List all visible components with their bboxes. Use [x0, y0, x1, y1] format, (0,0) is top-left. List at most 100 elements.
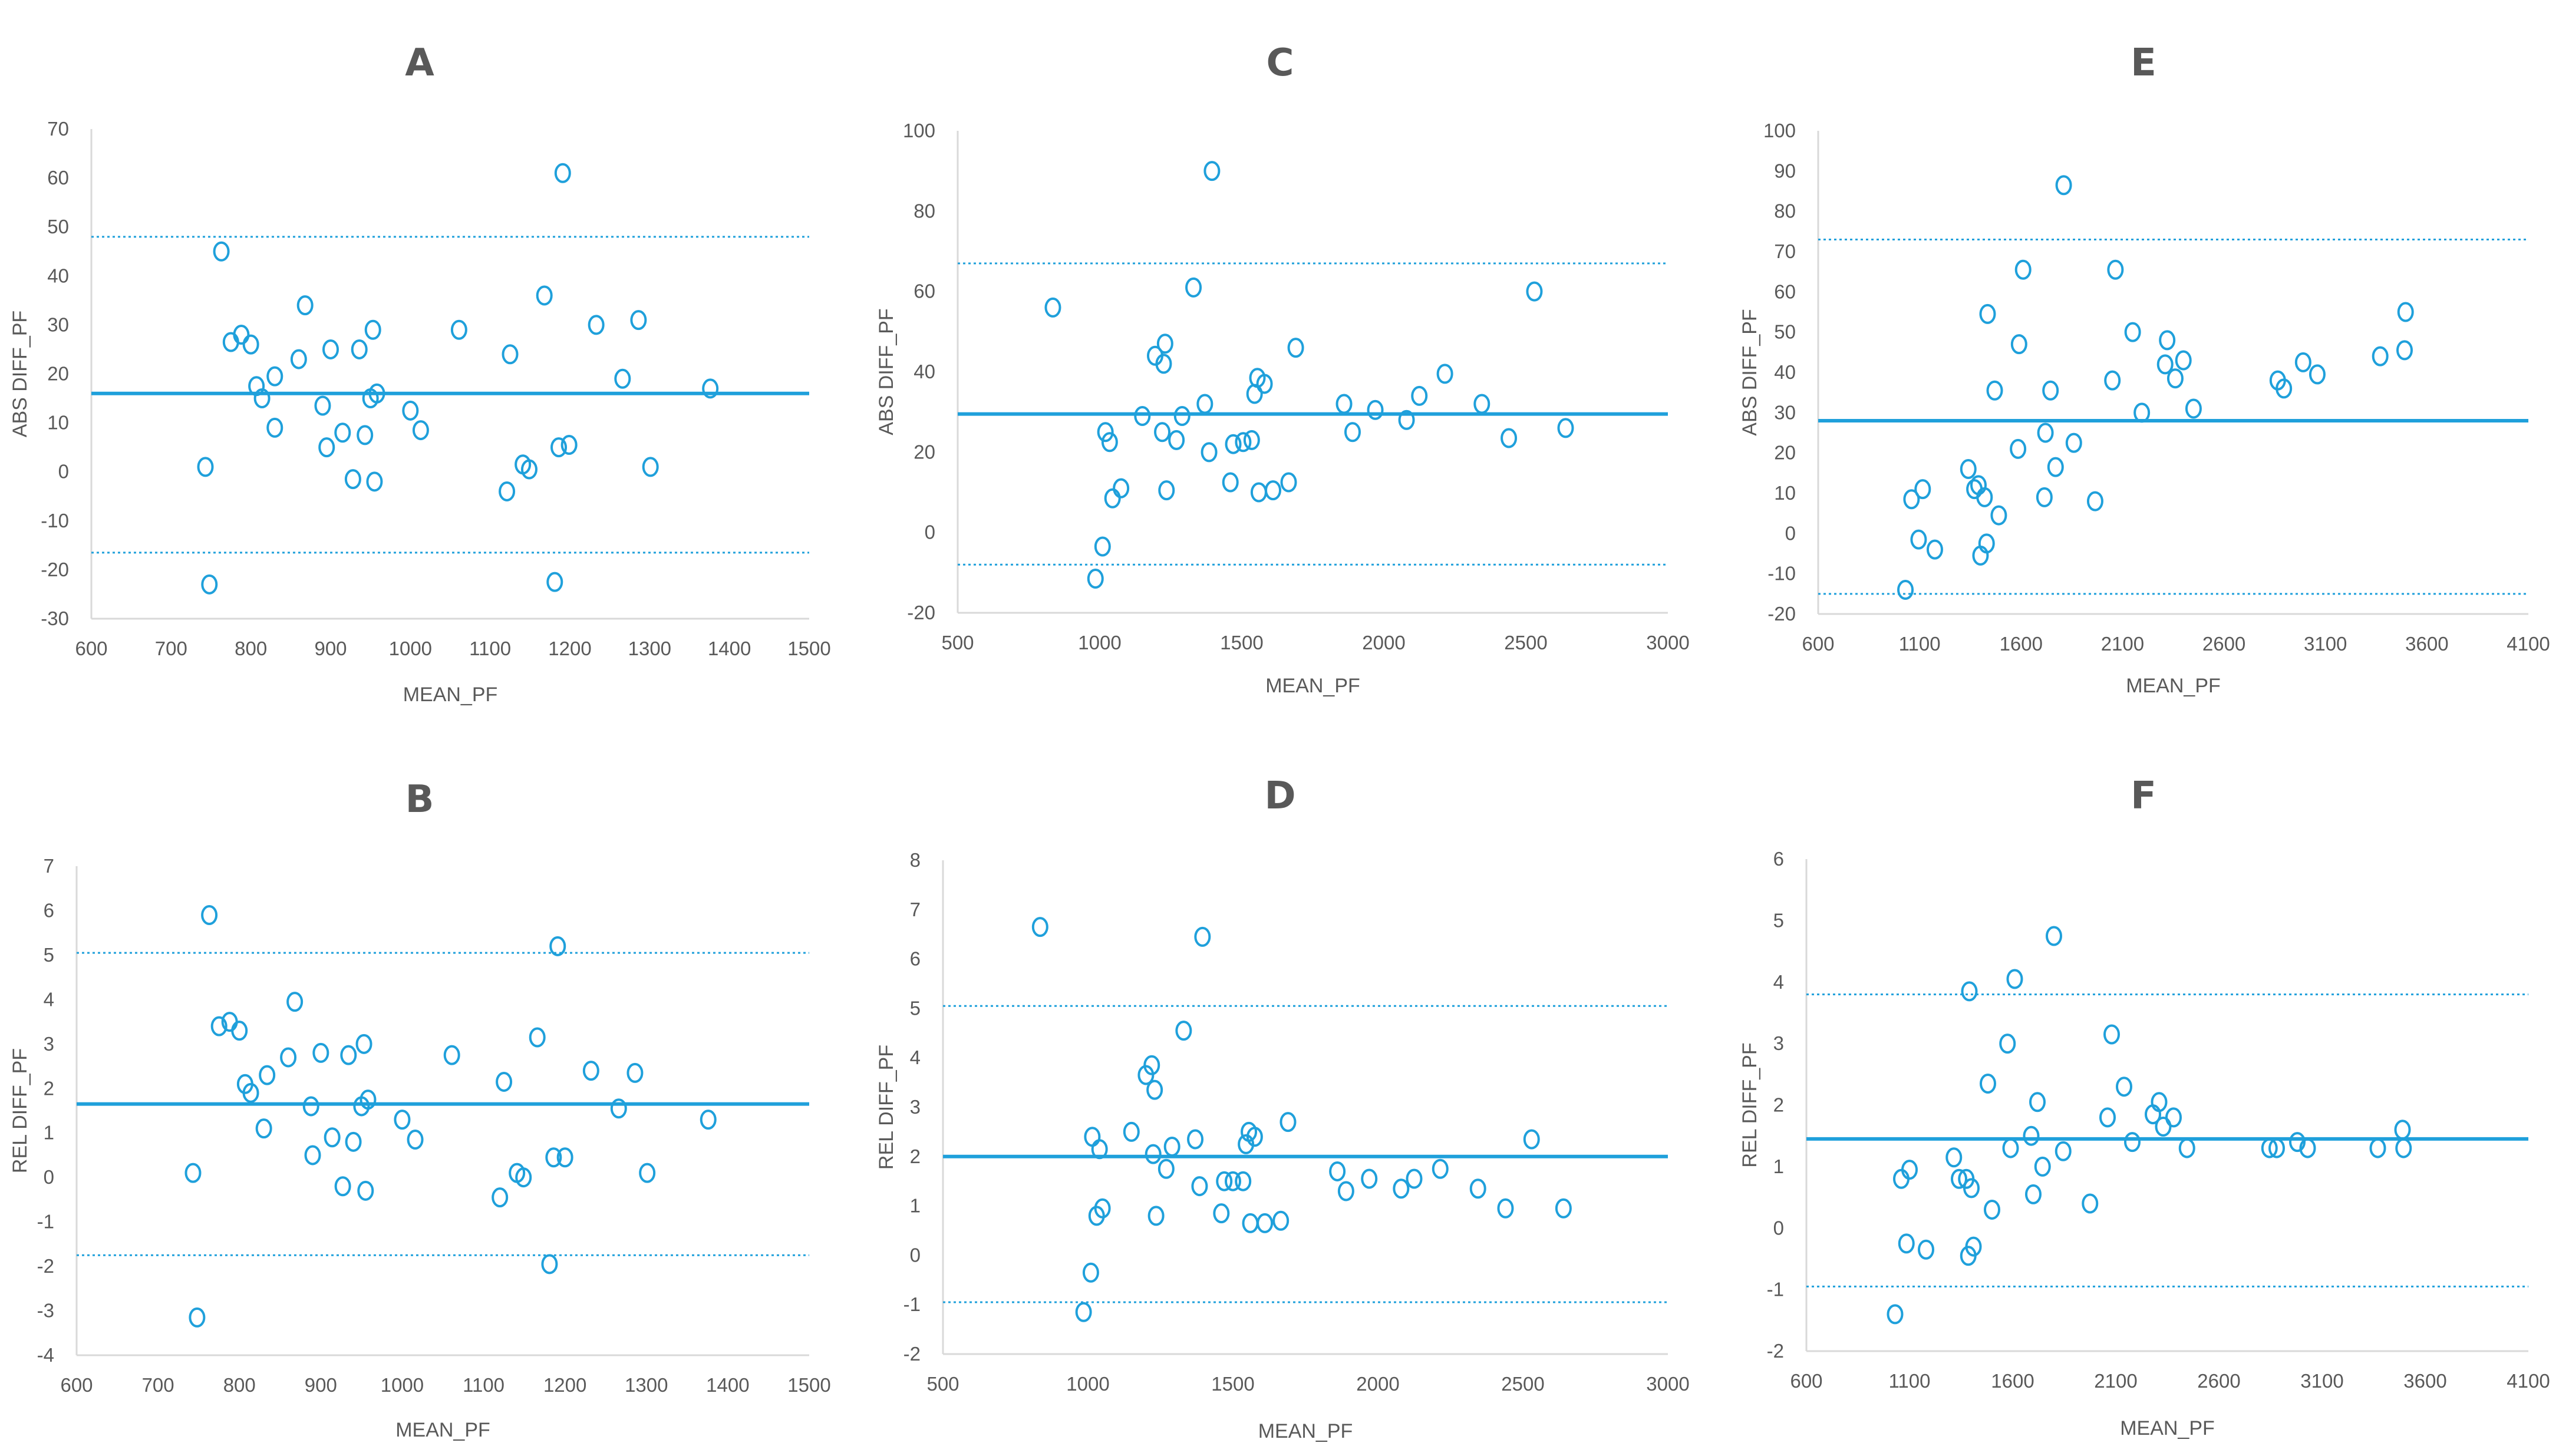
y-tick-label: 6: [44, 899, 54, 921]
y-tick-label: 6: [910, 948, 921, 970]
data-point: [1344, 422, 1361, 443]
data-point: [1134, 405, 1151, 426]
data-point: [502, 344, 519, 365]
y-tick-label: 90: [1774, 160, 1796, 181]
y-tick-label: 3: [44, 1033, 54, 1055]
y-tick-label: 70: [1774, 240, 1796, 262]
y-tick-label: 4: [44, 988, 54, 1010]
data-point: [1280, 1112, 1297, 1133]
y-tick-label: 0: [1785, 522, 1796, 544]
data-point: [1897, 580, 1914, 600]
x-tick-label: 600: [1790, 1370, 1822, 1392]
y-axis-label: REL DIFF_PF: [9, 1048, 31, 1173]
data-point: [322, 339, 339, 359]
data-point: [2104, 370, 2121, 391]
data-point: [1272, 1210, 1290, 1231]
y-tick-label: 5: [44, 944, 54, 966]
y-tick-label: 0: [44, 1166, 54, 1188]
data-point: [345, 1131, 362, 1152]
y-tick-label: 100: [903, 120, 935, 141]
panel-f: F -2 -1 0 1 2 3 4 5 6 600 1100 1600 2100 2600 3100 3600 4…: [1739, 774, 2550, 1440]
data-point: [201, 905, 218, 925]
data-point: [2065, 432, 2082, 453]
panel-title: A: [405, 41, 434, 85]
data-point: [1555, 1198, 1572, 1219]
data-point: [1945, 1147, 1963, 1168]
x-tick-label: 1500: [1220, 632, 1263, 653]
data-point: [2103, 1024, 2120, 1045]
data-point: [1091, 1139, 1108, 1160]
data-point: [1196, 394, 1213, 414]
data-point: [1257, 1213, 1274, 1233]
data-point: [1246, 384, 1263, 404]
y-tick-label: -20: [1767, 603, 1796, 625]
data-point: [1280, 472, 1297, 493]
data-point: [1893, 1168, 1910, 1189]
data-point: [2155, 1117, 2172, 1137]
y-tick-label: 3: [910, 1096, 921, 1118]
x-axis-label: MEAN_PF: [403, 684, 498, 706]
data-point: [394, 1110, 411, 1130]
y-tick-label: 30: [47, 313, 69, 335]
y-axis-label: ABS DIFF_PF: [9, 311, 31, 437]
x-tick-label: 800: [223, 1374, 256, 1396]
data-point: [700, 1110, 717, 1130]
y-tick-label: 7: [910, 899, 921, 920]
data-point: [1990, 505, 2007, 526]
data-point: [184, 1163, 202, 1183]
y-tick-label: 40: [914, 361, 935, 382]
data-point: [1526, 281, 1543, 302]
data-point: [1984, 1199, 2000, 1220]
data-point: [1951, 1168, 1967, 1189]
y-tick-label: -2: [1767, 1340, 1784, 1362]
data-point: [1961, 981, 1978, 1002]
data-point: [2025, 1184, 2042, 1204]
panel-title: D: [1264, 774, 1295, 818]
data-point: [2010, 438, 2027, 459]
data-point: [1104, 488, 1121, 509]
data-point: [1094, 536, 1111, 557]
data-point: [1910, 529, 1927, 550]
data-point: [1256, 374, 1273, 394]
x-tick-label: 3100: [2300, 1370, 2343, 1392]
y-tick-label: -30: [41, 608, 69, 629]
data-point: [1246, 1127, 1263, 1147]
data-point: [324, 1127, 341, 1148]
data-point: [1044, 297, 1061, 318]
data-point: [2034, 1156, 2051, 1177]
data-point: [2156, 354, 2174, 375]
data-point: [1175, 1021, 1192, 1041]
data-point: [407, 1130, 424, 1150]
data-point: [1963, 1178, 1980, 1199]
x-tick-label: 2000: [1356, 1373, 1399, 1395]
data-point: [582, 1061, 599, 1081]
data-point: [1411, 385, 1428, 406]
data-point: [1999, 1034, 2016, 1054]
data-point: [588, 315, 605, 335]
y-tick-label: 0: [58, 461, 69, 483]
panel-title: C: [1267, 41, 1294, 85]
data-point: [550, 437, 568, 458]
data-point: [334, 422, 351, 443]
data-point: [2082, 1193, 2099, 1214]
data-point: [1335, 394, 1353, 414]
data-point: [1926, 539, 1943, 560]
x-tick-label: 700: [142, 1374, 174, 1396]
y-tick-label: -20: [907, 602, 935, 623]
data-point: [1406, 1168, 1423, 1189]
data-point: [1201, 442, 1218, 463]
data-point: [290, 349, 307, 369]
data-point: [1222, 472, 1239, 493]
data-point: [213, 241, 230, 262]
data-point: [1203, 161, 1221, 181]
y-tick-label: 10: [47, 412, 69, 434]
x-tick-label: 3600: [2403, 1370, 2446, 1392]
x-axis-label: MEAN_PF: [1258, 1420, 1353, 1442]
panel-title: F: [2131, 774, 2156, 818]
data-point: [1469, 1178, 1486, 1199]
x-tick-label: 3100: [2304, 633, 2347, 655]
panel-a: A -30 -20 -10 0 10 20 30 40 50 60 70 600 700 800 900 100…: [9, 41, 831, 706]
y-tick-label: -1: [37, 1211, 54, 1233]
y-tick-label: 0: [925, 521, 935, 543]
data-point: [492, 1187, 509, 1208]
